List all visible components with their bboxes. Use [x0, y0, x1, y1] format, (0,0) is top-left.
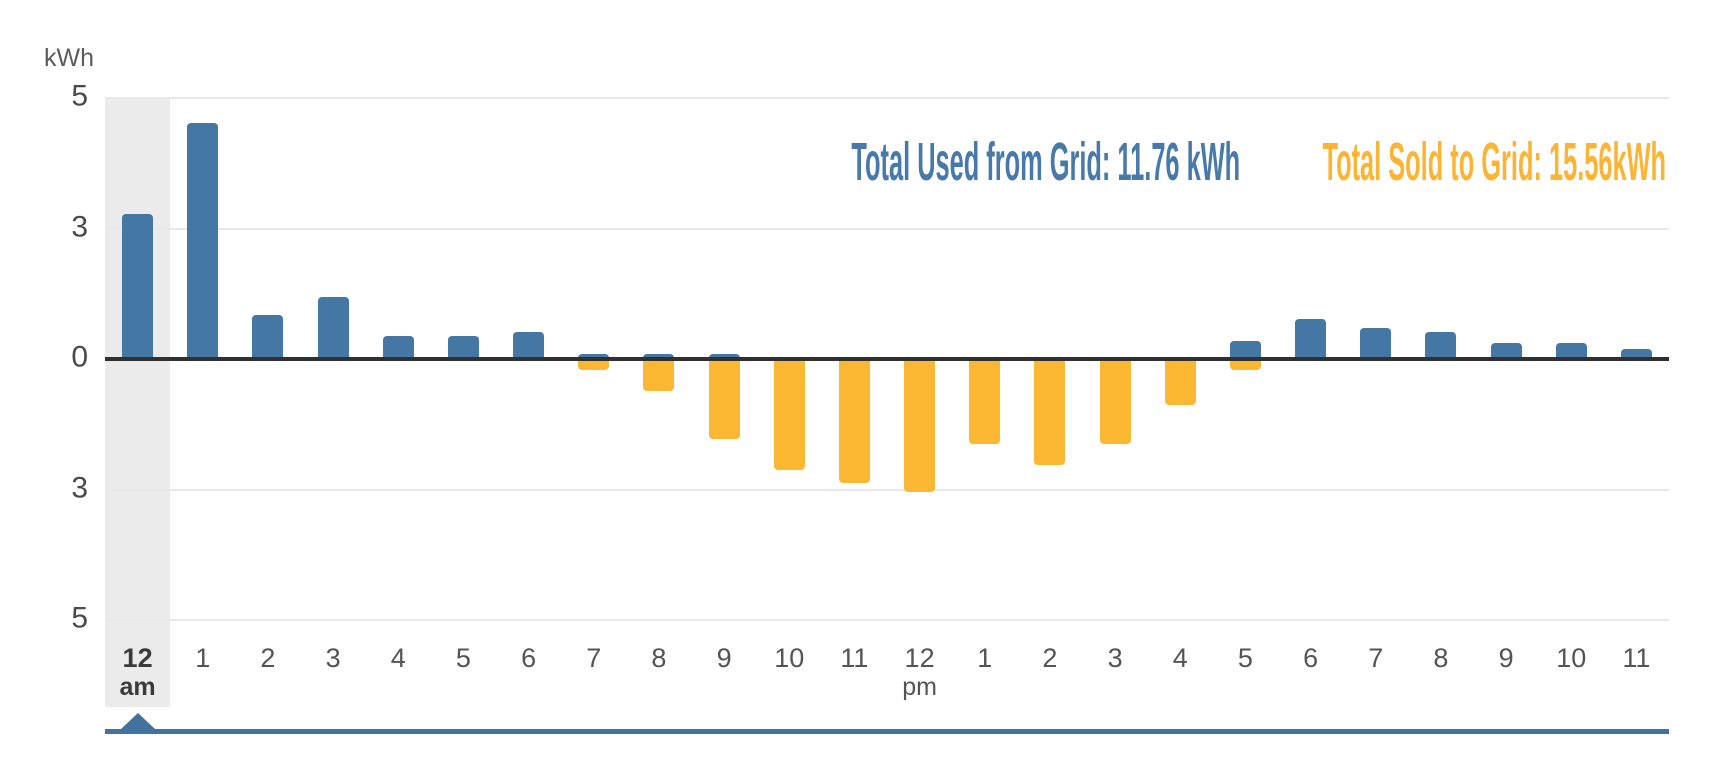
hour-label[interactable]: 7 — [586, 643, 602, 673]
used-from-grid-bar[interactable] — [513, 331, 545, 361]
used-from-grid-bar[interactable] — [1490, 342, 1522, 361]
hour-label[interactable]: 2 — [260, 643, 276, 673]
y-gridline — [105, 97, 1669, 99]
used-from-grid-bar[interactable] — [252, 314, 284, 361]
hour-label[interactable]: 11 — [1622, 643, 1651, 673]
hour-label[interactable]: 8 — [1433, 643, 1449, 673]
hour-label[interactable]: 1 — [977, 643, 993, 673]
hour-label[interactable]: 10 — [1556, 643, 1587, 673]
hour-label[interactable]: 5 — [1237, 643, 1253, 673]
zero-axis-line — [105, 357, 1669, 361]
sold-to-grid-bar[interactable] — [904, 359, 936, 492]
hour-label[interactable]: 2 — [1042, 643, 1058, 673]
total-used-text: Total Used from Grid: 11.76 kWh — [851, 132, 1240, 192]
total-sold-to-grid-label: Total Sold to Grid: 15.56kWh — [935, 132, 1666, 192]
y-tick-label: 5 — [71, 601, 88, 635]
y-tick-label: 0 — [71, 340, 88, 374]
used-from-grid-bar[interactable] — [1360, 327, 1392, 361]
y-gridline — [105, 619, 1669, 621]
selected-hour-marker-icon — [120, 713, 155, 729]
hour-label[interactable]: 12 am — [103, 643, 173, 701]
timeline-bar[interactable] — [105, 729, 1669, 734]
sold-to-grid-bar[interactable] — [773, 359, 805, 470]
hour-label[interactable]: 10 — [774, 643, 805, 673]
used-from-grid-bar[interactable] — [447, 336, 479, 361]
hour-label[interactable]: 5 — [455, 643, 471, 673]
y-tick-label: 5 — [71, 79, 88, 113]
sold-to-grid-bar[interactable] — [838, 359, 870, 483]
hour-label[interactable]: 6 — [1303, 643, 1319, 673]
used-from-grid-bar[interactable] — [1620, 349, 1652, 361]
y-gridline — [105, 227, 1669, 230]
sold-to-grid-bar[interactable] — [1164, 359, 1196, 405]
y-tick-label: 3 — [71, 471, 88, 505]
hour-label[interactable]: 3 — [325, 643, 341, 673]
hour-label[interactable]: 6 — [521, 643, 537, 673]
used-from-grid-bar[interactable] — [1425, 331, 1457, 361]
hour-label[interactable]: 4 — [1172, 643, 1188, 673]
hour-label[interactable]: 11 — [840, 643, 869, 673]
used-from-grid-bar[interactable] — [382, 336, 414, 361]
hour-label[interactable]: 8 — [651, 643, 667, 673]
selected-hour-band — [105, 98, 171, 707]
used-from-grid-bar[interactable] — [1229, 340, 1261, 361]
hour-label[interactable]: 4 — [390, 643, 406, 673]
hour-label[interactable]: 9 — [1498, 643, 1514, 673]
hour-label[interactable]: 3 — [1107, 643, 1123, 673]
sold-to-grid-bar[interactable] — [708, 359, 740, 440]
sold-to-grid-bar[interactable] — [643, 359, 675, 392]
y-gridline — [105, 488, 1669, 491]
hour-label[interactable]: 9 — [716, 643, 732, 673]
used-from-grid-bar[interactable] — [187, 123, 219, 361]
total-used-from-grid-label: Total Used from Grid: 11.76 kWh — [413, 132, 1240, 192]
sold-to-grid-bar[interactable] — [578, 359, 610, 370]
sold-to-grid-bar[interactable] — [1099, 359, 1131, 444]
y-tick-label: 3 — [71, 210, 88, 244]
meridiem-label: am — [119, 672, 156, 701]
used-from-grid-bar[interactable] — [1295, 318, 1327, 361]
hour-label[interactable]: 7 — [1368, 643, 1384, 673]
y-axis-unit-label: kWh — [44, 44, 94, 72]
sold-to-grid-bar[interactable] — [1034, 359, 1066, 466]
used-from-grid-bar[interactable] — [1555, 342, 1587, 361]
sold-to-grid-bar[interactable] — [1229, 359, 1261, 370]
used-from-grid-bar[interactable] — [122, 214, 154, 361]
total-sold-text: Total Sold to Grid: 15.56kWh — [1322, 132, 1666, 192]
meridiem-label: pm — [902, 672, 937, 701]
hour-label[interactable]: 1 — [195, 643, 211, 673]
sold-to-grid-bar[interactable] — [969, 359, 1001, 444]
hour-label[interactable]: 12 pm — [885, 643, 955, 701]
used-from-grid-bar[interactable] — [317, 297, 349, 361]
